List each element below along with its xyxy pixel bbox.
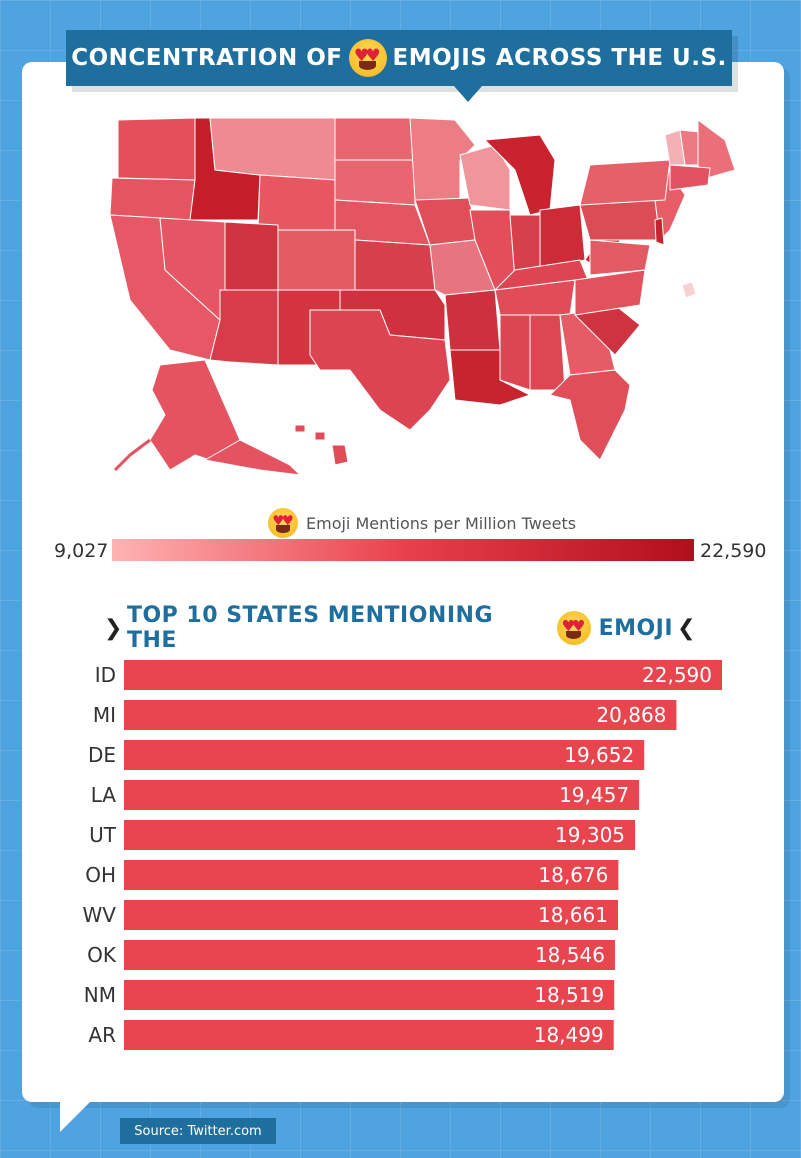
map-state [331,444,349,466]
bar-category-label: UT [89,823,117,847]
bar-value-label: 20,868 [596,703,666,727]
map-state [574,269,646,316]
map-state [224,221,279,291]
bar-category-label: OK [87,943,117,967]
map-state [334,117,416,161]
map-state [334,159,416,206]
bar-chart-title: ❯ TOP 10 STATES MENTIONING THE ♥ ♥ EMOJI … [100,603,700,653]
map-state [309,309,451,431]
bar-category-label: LA [91,783,117,807]
map-state [113,438,151,472]
bar-value-label: 18,546 [535,943,605,967]
chart-title-right-text: EMOJI [598,615,674,641]
legend-min-value: 9,027 [54,540,109,562]
bar [124,940,615,970]
us-choropleth-map [110,117,736,476]
chevron-left-icon: ❮ [677,615,696,641]
chart-title-left-text: TOP 10 STATES MENTIONING THE [126,603,493,653]
bar-value-label: 18,519 [534,983,604,1007]
map-state [579,159,671,206]
legend-max-value: 22,590 [700,540,767,562]
map-state [354,239,436,291]
bar-category-label: DE [88,743,116,767]
map-state [579,199,661,241]
legend-gradient-bar [112,539,694,561]
bar-category-label: AR [88,1023,116,1047]
map-legend-label: ♥ ♥ Emoji Mentions per Million Tweets [268,508,576,538]
bar [124,780,640,810]
map-state [110,177,196,221]
bar [124,820,636,850]
heart-eyes-emoji-icon: ♥ ♥ [556,611,591,645]
bar-value-label: 18,499 [534,1023,604,1047]
top-states-bar-chart: ID 22,590 MI 20,868 DE 19,652 LA 19,457 UT 19,305… [83,660,722,1050]
bar-value-label: 19,652 [564,743,634,767]
bar-category-label: ID [95,663,116,687]
bar [124,700,677,730]
map-state [529,314,566,391]
map-state [681,281,697,299]
bar [124,740,645,770]
title-right-text: EMOJIS ACROSS THE U.S. [392,45,727,71]
map-state [697,119,736,181]
bar-value-label: 22,590 [642,663,712,687]
map-state [444,289,501,351]
bar [124,860,619,890]
bar [124,1020,614,1050]
bar-value-label: 19,305 [555,823,625,847]
legend-label-text: Emoji Mentions per Million Tweets [306,513,577,533]
map-state [589,239,651,276]
map-state [209,117,336,181]
source-label: Source: Twitter.com [120,1118,276,1144]
bar [124,660,722,690]
map-state [314,431,326,441]
bar-value-label: 19,457 [559,783,629,807]
heart-eyes-emoji-icon: ♥ ♥ [268,508,298,538]
title-left-text: CONCENTRATION OF [71,45,343,71]
bar-category-label: OH [85,863,116,887]
bar [124,900,618,930]
map-state [149,359,241,471]
bar-value-label: 18,661 [538,903,608,927]
bar-category-label: MI [93,703,116,727]
map-state [257,174,336,231]
chevron-right-icon: ❯ [104,615,123,641]
card-speech-tail [60,1098,94,1132]
bar-value-label: 18,676 [538,863,608,887]
banner-pointer [454,86,482,102]
title-banner: CONCENTRATION OF ♥ ♥ EMOJIS ACROSS THE U.… [66,30,732,102]
map-state [294,424,306,433]
map-state [204,439,301,476]
heart-eyes-emoji-icon: ♥ ♥ [348,39,387,77]
map-state [117,117,196,181]
map-state [654,217,665,246]
bar-category-label: NM [84,983,116,1007]
map-state [459,144,511,211]
map-state [669,164,711,191]
bar [124,980,615,1010]
map-state [277,229,356,291]
bar-category-label: WV [83,903,117,927]
map-state [499,314,531,391]
map-state [549,369,631,461]
map-state [209,289,279,366]
